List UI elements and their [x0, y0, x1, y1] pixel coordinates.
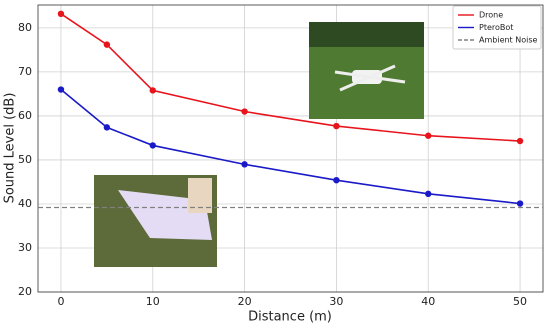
x-tick-label: 20	[238, 295, 252, 308]
drone-arm	[339, 64, 396, 92]
data-point	[57, 86, 65, 93]
y-tick-label: 80	[18, 21, 32, 34]
y-tick-label: 30	[18, 241, 32, 254]
data-point	[57, 10, 65, 18]
x-tick-label: 10	[146, 295, 160, 308]
data-point	[516, 200, 524, 207]
data-point	[149, 142, 156, 149]
legend: Drone PteroBot Ambient Noise	[452, 5, 542, 50]
x-tick-label: 0	[57, 295, 64, 308]
data-point	[103, 124, 111, 131]
y-tick-label: 70	[18, 65, 32, 78]
data-point	[516, 137, 524, 145]
y-tick-label: 50	[18, 153, 32, 166]
drone-photo	[309, 22, 424, 119]
data-point	[425, 190, 432, 198]
y-tick-label: 60	[18, 109, 32, 122]
x-tick-label: 30	[329, 295, 343, 308]
y-tick-label: 40	[18, 197, 32, 210]
data-point	[149, 87, 156, 94]
data-point	[333, 122, 340, 130]
photo-trees	[309, 22, 424, 47]
data-point	[103, 41, 111, 48]
x-tick-label: 50	[513, 295, 527, 308]
data-point	[333, 176, 340, 184]
series-line	[60, 13, 521, 142]
plot-frame	[37, 4, 544, 293]
legend-box	[452, 5, 542, 50]
data-point	[425, 132, 432, 139]
legend-label: Ambient Noise	[479, 36, 538, 45]
data-point	[241, 108, 248, 115]
legend-label: Drone	[479, 11, 503, 20]
y-tick-label: 20	[18, 285, 32, 298]
legend-label: PteroBot	[479, 23, 513, 32]
data-point	[241, 161, 248, 168]
pterobot-photo	[94, 175, 217, 267]
x-axis-label: Distance (m)	[248, 310, 332, 325]
x-tick-label: 40	[421, 295, 435, 308]
y-axis-label: Sound Level (dB)	[3, 93, 18, 204]
